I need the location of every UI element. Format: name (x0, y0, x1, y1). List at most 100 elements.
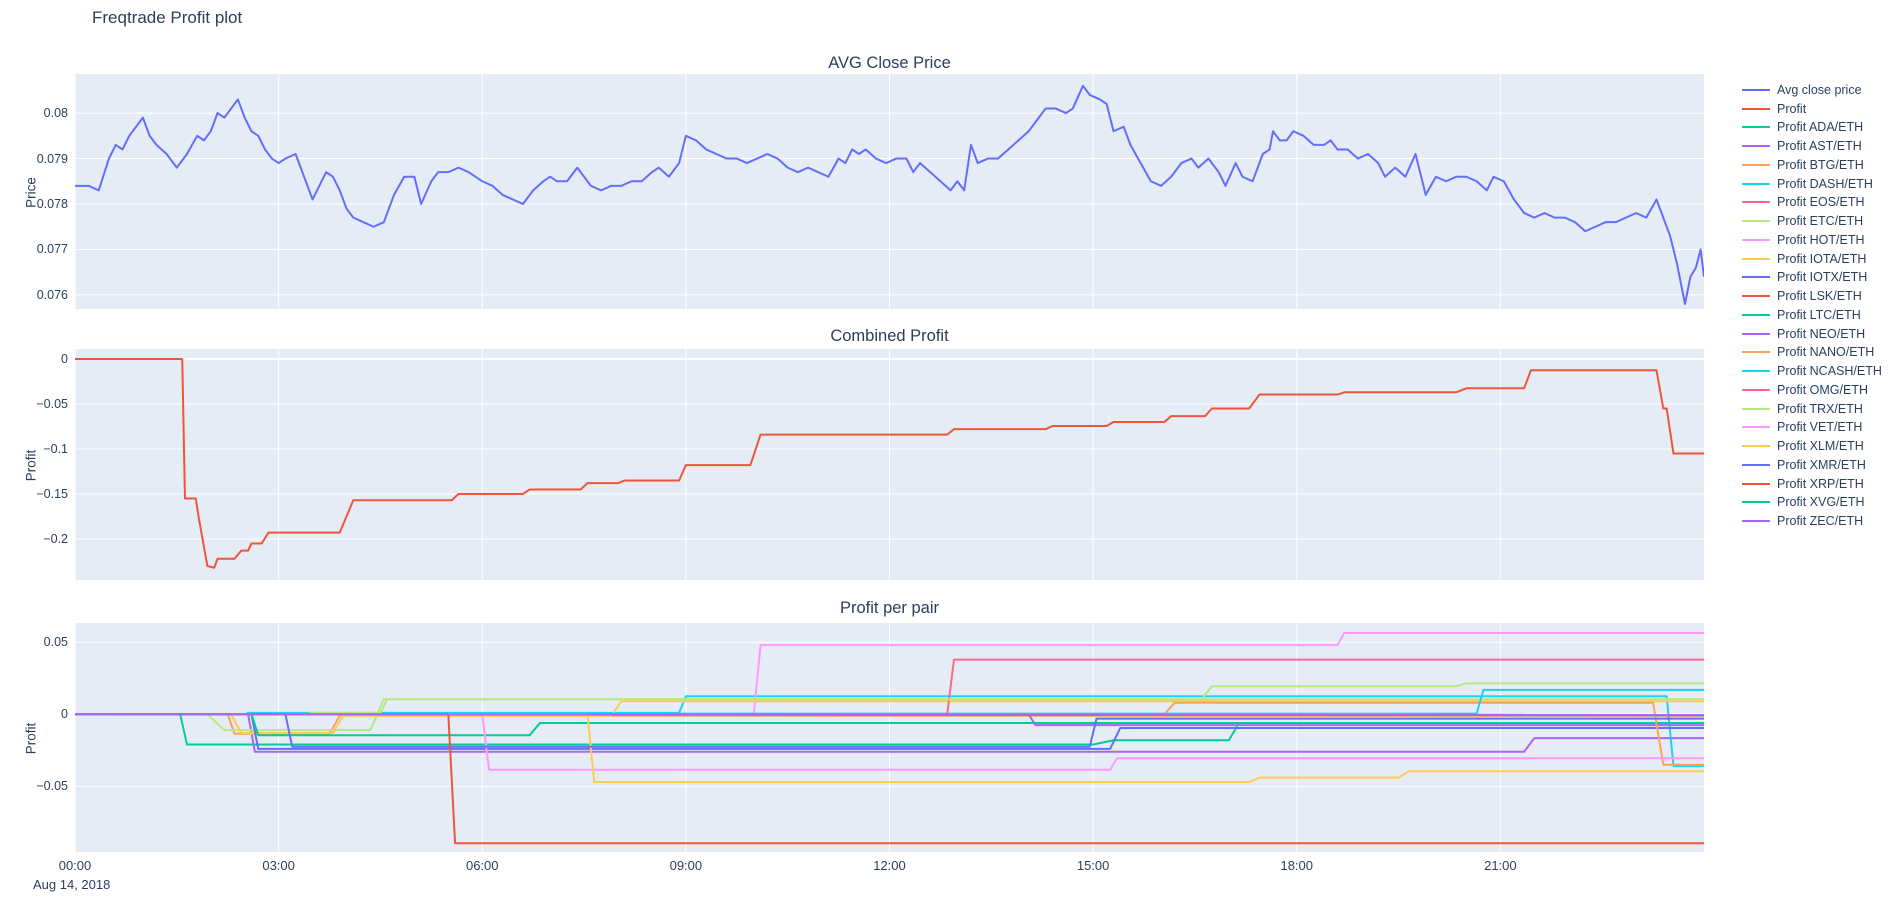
x-tick-label: 18:00 (1280, 858, 1314, 873)
plot-area-0[interactable] (75, 74, 1704, 309)
legend-item-profit-nano-eth[interactable]: Profit NANO/ETH (1742, 343, 1874, 361)
x-tick-label: 09:00 (669, 858, 703, 873)
plot-area-1[interactable] (75, 349, 1704, 580)
series-line-profit-iota-eth[interactable] (75, 700, 1704, 735)
legend-item-label: Profit IOTA/ETH (1777, 251, 1867, 266)
legend-item-label: Profit NANO/ETH (1777, 345, 1875, 360)
x-tick-label: 00:00 (58, 858, 92, 873)
legend-item-profit-lsk-eth[interactable]: Profit LSK/ETH (1742, 287, 1862, 305)
legend-item-label: Profit AST/ETH (1777, 139, 1862, 154)
legend-line-swatch (1742, 313, 1770, 316)
y-tick-label: −0.1 (43, 441, 68, 456)
legend-item-label: Profit XMR/ETH (1777, 457, 1866, 472)
legend-item-profit-iotx-eth[interactable]: Profit IOTX/ETH (1742, 268, 1867, 286)
legend-item-profit-neo-eth[interactable]: Profit NEO/ETH (1742, 325, 1865, 343)
subplot-title-combined-profit: Combined Profit (830, 327, 949, 345)
legend-item-profit-xlm-eth[interactable]: Profit XLM/ETH (1742, 437, 1864, 455)
legend-item-profit-etc-eth[interactable]: Profit ETC/ETH (1742, 212, 1863, 230)
y-tick-label: −0.05 (36, 396, 68, 411)
legend-item-profit-ltc-eth[interactable]: Profit LTC/ETH (1742, 306, 1861, 324)
x-axis-date-label: Aug 14, 2018 (33, 877, 111, 892)
legend-item-profit-omg-eth[interactable]: Profit OMG/ETH (1742, 381, 1868, 399)
legend-item-label: Profit BTG/ETH (1777, 157, 1864, 172)
series-line-avg-close-price[interactable] (75, 84, 1704, 305)
legend-line-swatch (1742, 482, 1770, 485)
y-tick-label: 0 (61, 351, 68, 366)
legend-line-swatch (1742, 163, 1770, 166)
x-tick-label: 03:00 (262, 858, 295, 873)
legend-item-profit-ncash-eth[interactable]: Profit NCASH/ETH (1742, 362, 1882, 380)
legend-item-label: Profit NCASH/ETH (1777, 364, 1882, 379)
y-tick-label: −0.15 (36, 486, 68, 501)
legend-item-profit-ast-eth[interactable]: Profit AST/ETH (1742, 137, 1862, 155)
page-title: Freqtrade Profit plot (92, 8, 243, 27)
legend-line-swatch (1742, 407, 1770, 410)
legend-line-swatch (1742, 520, 1770, 523)
legend-item-avg-close-price[interactable]: Avg close price (1742, 81, 1862, 99)
legend-line-swatch (1742, 107, 1770, 110)
y-tick-label: 0.078 (36, 197, 68, 211)
legend-line-swatch (1742, 220, 1770, 223)
y-tick-label: −0.05 (36, 779, 68, 794)
series-line-profit-zec-eth[interactable] (75, 713, 1704, 716)
legend-item-profit-xmr-eth[interactable]: Profit XMR/ETH (1742, 456, 1866, 474)
y-axis-title-profit-combined: Profit (23, 449, 39, 482)
y-tick-label: 0.079 (36, 151, 68, 166)
legend-item-profit-trx-eth[interactable]: Profit TRX/ETH (1742, 400, 1863, 418)
legend-line-swatch (1742, 145, 1770, 148)
legend-item-profit-xrp-eth[interactable]: Profit XRP/ETH (1742, 475, 1864, 493)
legend-item-label: Avg close price (1777, 83, 1862, 97)
subplot-title-avg-close-price: AVG Close Price (828, 54, 951, 72)
legend-item-profit-vet-eth[interactable]: Profit VET/ETH (1742, 418, 1862, 436)
legend-line-swatch (1742, 238, 1770, 241)
legend-item-profit-btg-eth[interactable]: Profit BTG/ETH (1742, 156, 1864, 174)
y-tick-label: 0.077 (36, 242, 68, 257)
legend-line-swatch (1742, 501, 1770, 504)
legend-item-label: Profit HOT/ETH (1777, 232, 1865, 247)
legend-line-swatch (1742, 126, 1770, 129)
legend-item-label: Profit VET/ETH (1777, 420, 1863, 435)
legend-item-label: Profit XRP/ETH (1777, 476, 1864, 491)
legend-item-label: Profit NEO/ETH (1777, 326, 1866, 341)
legend-line-swatch (1742, 388, 1770, 391)
x-tick-label: 15:00 (1076, 858, 1110, 873)
legend-item-label: Profit EOS/ETH (1777, 195, 1865, 210)
y-tick-label: −0.2 (43, 531, 68, 546)
legend-item-profit-dash-eth[interactable]: Profit DASH/ETH (1742, 175, 1873, 193)
series-line-profit[interactable] (75, 357, 1704, 569)
y-tick-label: 0.05 (43, 635, 68, 650)
legend-line-swatch (1742, 351, 1770, 354)
legend-item-profit-xvg-eth[interactable]: Profit XVG/ETH (1742, 493, 1865, 511)
legend-line-swatch (1742, 276, 1770, 279)
x-tick-label: 12:00 (873, 858, 906, 873)
legend-item-profit[interactable]: Profit (1742, 100, 1806, 118)
legend-line-swatch (1742, 370, 1770, 373)
legend-item-label: Profit ADA/ETH (1777, 120, 1864, 135)
legend-item-profit-ada-eth[interactable]: Profit ADA/ETH (1742, 118, 1863, 136)
legend-item-label: Profit DASH/ETH (1777, 176, 1873, 191)
legend-item-label: Profit OMG/ETH (1777, 382, 1868, 397)
legend-item-label: Profit TRX/ETH (1777, 401, 1863, 416)
legend-line-swatch (1742, 332, 1770, 335)
legend-item-label: Profit ETC/ETH (1777, 214, 1864, 229)
y-tick-label: 0.076 (36, 287, 68, 302)
y-tick-label: 0 (61, 707, 68, 722)
plot-area-2[interactable] (75, 623, 1704, 852)
legend-item-profit-iota-eth[interactable]: Profit IOTA/ETH (1742, 250, 1866, 268)
legend-item-label: Profit ZEC/ETH (1777, 514, 1864, 529)
legend-line-swatch (1742, 182, 1770, 185)
series-line-profit-xlm-eth[interactable] (75, 713, 1704, 783)
y-axis-title-price: Price (23, 177, 39, 208)
legend-item-profit-eos-eth[interactable]: Profit EOS/ETH (1742, 193, 1865, 211)
y-tick-label: 0.08 (43, 106, 68, 121)
x-tick-label: 21:00 (1484, 858, 1517, 873)
legend-item-profit-hot-eth[interactable]: Profit HOT/ETH (1742, 231, 1865, 249)
legend-item-label: Profit IOTX/ETH (1777, 270, 1868, 285)
legend-item-label: Profit XLM/ETH (1777, 439, 1864, 454)
legend-line-swatch (1742, 295, 1770, 298)
legend-line-swatch (1742, 426, 1770, 429)
legend-item-profit-zec-eth[interactable]: Profit ZEC/ETH (1742, 512, 1863, 530)
legend-line-swatch (1742, 201, 1770, 204)
subplot-title-profit-per-pair: Profit per pair (839, 599, 940, 617)
